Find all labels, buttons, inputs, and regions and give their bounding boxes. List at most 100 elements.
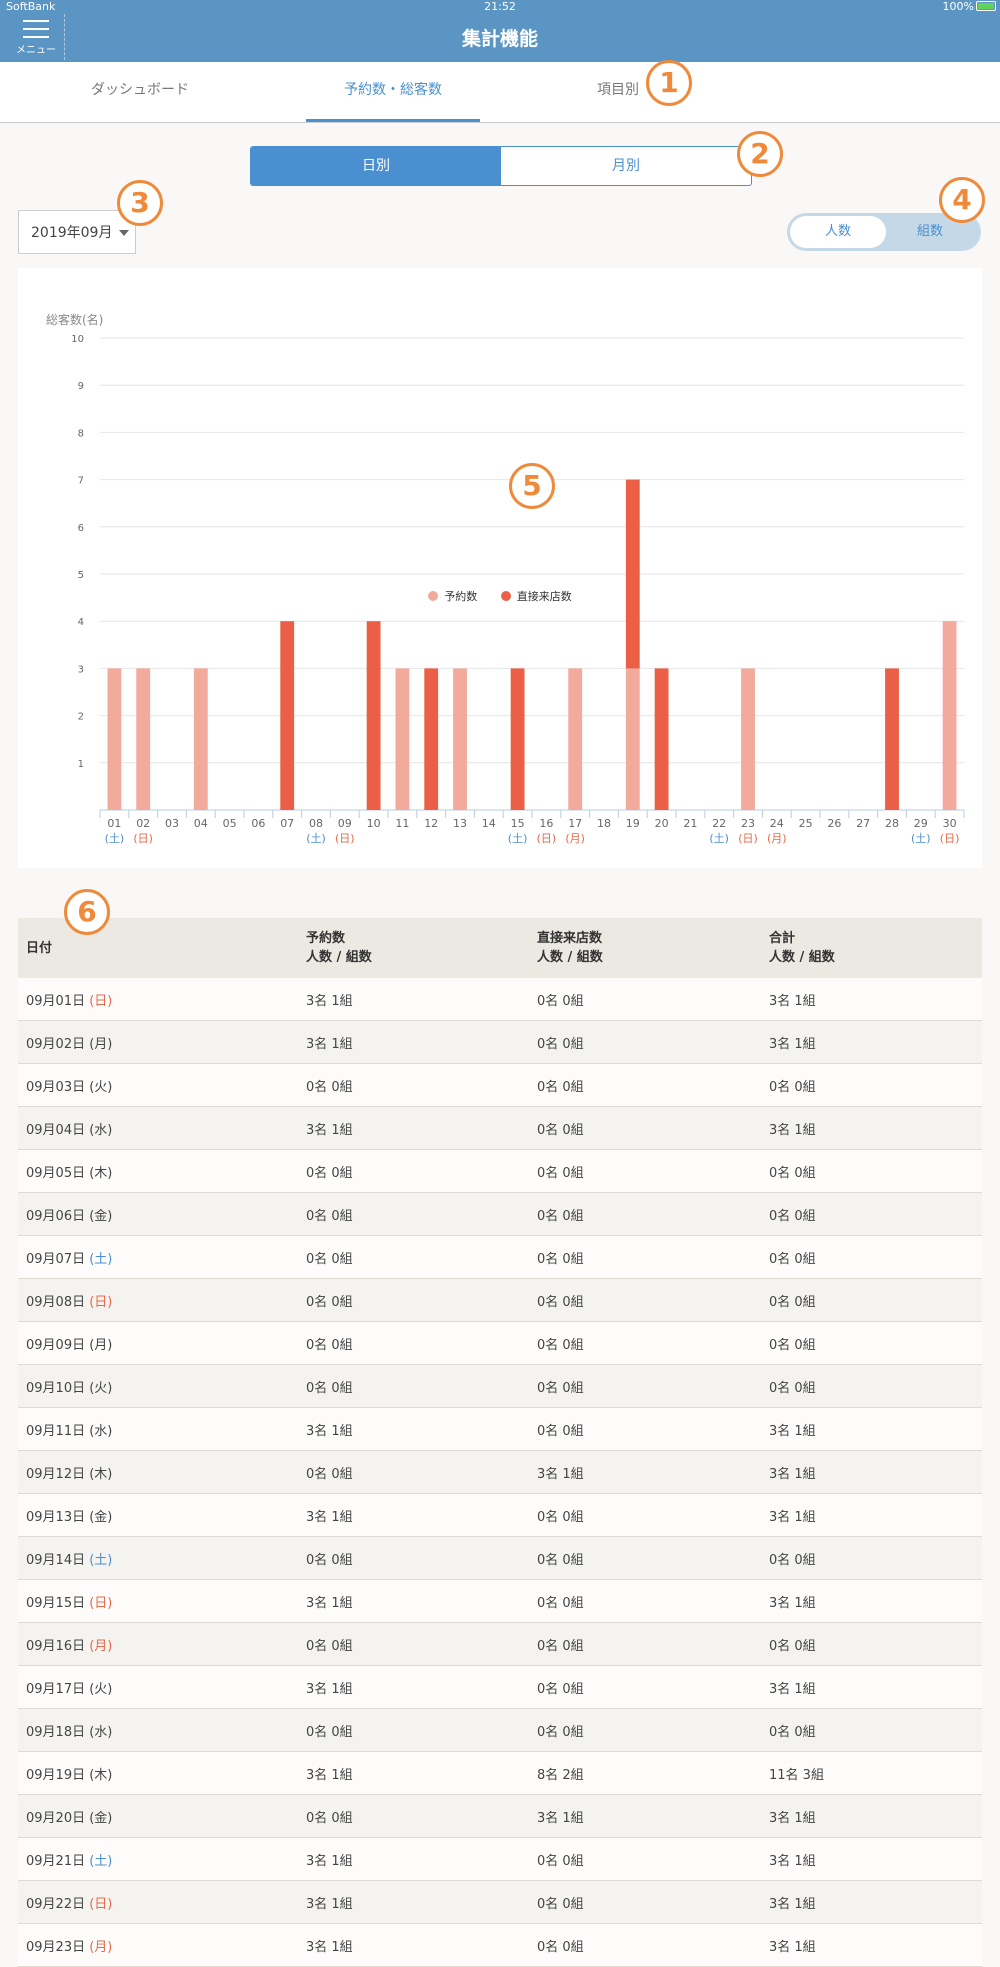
x-day-label: (土) [508,832,528,845]
y-tick-label: 7 [78,476,84,487]
cell-reservation: 0名 0組 [298,1364,529,1408]
table-row: 09月01日 (日) 3名 1組 0名 0組 3名 1組 [18,978,982,1021]
menu-label: メニュー [16,45,56,56]
table-row: 09月19日 (木) 3名 1組 8名 2組 11名 3組 [18,1751,982,1795]
date-text: 09月20日 [26,1810,90,1826]
weekday-text: (木) [89,1466,113,1482]
monthly-button[interactable]: 月別 [612,158,640,174]
weekday-text: (日) [89,1294,113,1310]
date-text: 09月07日 [26,1251,90,1267]
cell-walkin: 0名 0組 [529,1923,761,1967]
x-tick-label: 30 [943,817,957,830]
table-row: 09月18日 (水) 0名 0組 0名 0組 0名 0組 [18,1708,982,1752]
cell-walkin: 3名 1組 [529,1794,761,1838]
cell-walkin: 0名 0組 [529,1880,761,1924]
people-option[interactable]: 人数 [790,216,886,248]
month-select[interactable]: 2019年09月 [18,210,136,254]
bar-reservation-30 [942,621,957,810]
cell-reservation: 3名 1組 [298,1579,529,1623]
table-row: 09月17日 (火) 3名 1組 0名 0組 3名 1組 [18,1665,982,1709]
bar-reservation-23 [741,668,755,810]
weekday-text: (水) [89,1122,113,1138]
callout-badge-4: 4 [939,177,985,223]
x-day-label: (日) [738,832,758,845]
x-day-label: (日) [335,832,355,845]
clock: 21:52 [484,0,516,13]
cell-total: 0名 0組 [761,1708,982,1752]
chart-legend: 予約数 直接来店数 [0,588,1000,604]
x-tick-label: 23 [741,817,755,830]
header-walkin: 直接来店数 人数 / 組数 [529,918,761,978]
x-tick-label: 11 [395,817,409,830]
cell-total: 3名 1組 [761,1880,982,1924]
cell-reservation: 3名 1組 [298,1751,529,1795]
bar-walkin-20 [654,668,669,810]
date-text: 09月04日 [26,1122,90,1138]
date-text: 09月06日 [26,1208,90,1224]
weekday-text: (木) [89,1165,113,1181]
table-row: 09月07日 (土) 0名 0組 0名 0組 0名 0組 [18,1235,982,1279]
date-text: 09月03日 [26,1079,90,1095]
cell-reservation: 3名 1組 [298,1020,529,1064]
cell-date: 09月22日 (日) [18,1880,298,1924]
table-row: 09月13日 (金) 3名 1組 0名 0組 3名 1組 [18,1493,982,1537]
date-text: 09月05日 [26,1165,90,1181]
menu-button[interactable]: メニュー [8,14,65,60]
y-tick-label: 2 [78,712,84,723]
x-tick-label: 07 [280,817,294,830]
callout-badge-2: 2 [737,131,783,177]
bar-reservation-13 [453,668,467,810]
cell-reservation: 0名 0組 [298,1708,529,1752]
x-tick-label: 25 [799,817,813,830]
table-row: 09月10日 (火) 0名 0組 0名 0組 0名 0組 [18,1364,982,1408]
callout-badge-3: 3 [117,180,163,226]
tab-reservations[interactable]: 予約数・総客数 [306,62,480,122]
cell-total: 3名 1組 [761,1794,982,1838]
cell-reservation: 3名 1組 [298,1106,529,1150]
cell-total: 3名 1組 [761,978,982,1021]
cell-walkin: 0名 0組 [529,1063,761,1107]
cell-total: 3名 1組 [761,1837,982,1881]
cell-date: 09月08日 (日) [18,1278,298,1322]
cell-total: 0名 0組 [761,1192,982,1236]
header-reservation-label: 予約数 [306,931,346,946]
cell-total: 3名 1組 [761,1923,982,1967]
x-day-label: (月) [767,832,787,845]
x-day-label: (日) [133,832,153,845]
x-tick-label: 17 [568,817,582,830]
table-header-row: 日付 予約数 人数 / 組数 直接来店数 人数 / 組数 合計 人数 / 組数 [18,918,982,978]
cell-walkin: 0名 0組 [529,1149,761,1193]
x-tick-label: 29 [914,817,928,830]
x-day-label: (日) [940,832,960,845]
groups-option[interactable]: 組数 [916,224,943,239]
header-reservation-sub: 人数 / 組数 [306,950,372,965]
cell-total: 0名 0組 [761,1321,982,1365]
cell-total: 3名 1組 [761,1579,982,1623]
cell-walkin: 8名 2組 [529,1751,761,1795]
tab-by-item[interactable]: 項目別 [597,82,639,98]
x-tick-label: 14 [482,817,496,830]
y-tick-label: 5 [78,570,84,581]
daily-button[interactable]: 日別 [251,147,501,185]
cell-total: 3名 1組 [761,1020,982,1064]
callout-badge-1: 1 [646,60,692,106]
table-row: 09月23日 (月) 3名 1組 0名 0組 3名 1組 [18,1923,982,1967]
tab-dashboard[interactable]: ダッシュボード [91,82,189,98]
date-text: 09月01日 [26,993,90,1009]
cell-date: 09月23日 (月) [18,1923,298,1967]
date-text: 09月13日 [26,1509,90,1525]
hamburger-icon [23,20,49,38]
cell-walkin: 3名 1組 [529,1450,761,1494]
cell-date: 09月13日 (金) [18,1493,298,1537]
x-tick-label: 08 [309,817,323,830]
callout-badge-6: 6 [64,889,110,935]
table-row: 09月15日 (日) 3名 1組 0名 0組 3名 1組 [18,1579,982,1623]
cell-reservation: 0名 0組 [298,1536,529,1580]
table-row: 09月09日 (月) 0名 0組 0名 0組 0名 0組 [18,1321,982,1365]
cell-date: 09月10日 (火) [18,1364,298,1408]
header-reservation: 予約数人数 / 組数 [298,918,529,978]
y-tick-label: 1 [78,759,84,770]
table-row: 09月08日 (日) 0名 0組 0名 0組 0名 0組 [18,1278,982,1322]
cell-walkin: 0名 0組 [529,1020,761,1064]
